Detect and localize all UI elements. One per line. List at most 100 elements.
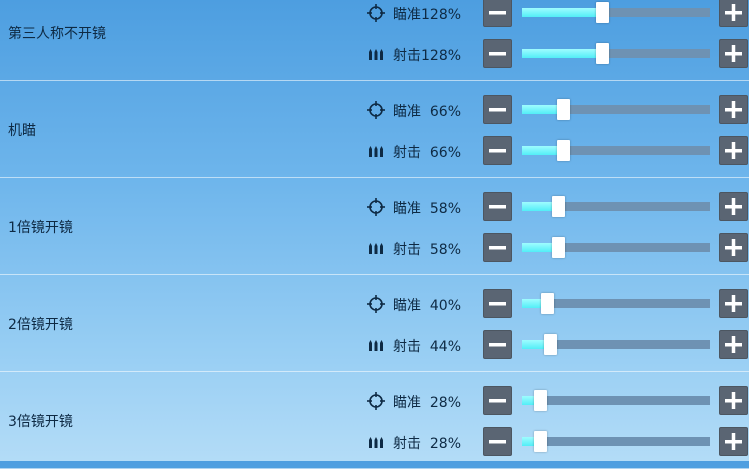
decrease-button[interactable] <box>483 386 512 415</box>
crosshair-icon <box>366 3 386 23</box>
sensitivity-slider[interactable] <box>522 293 710 314</box>
slider-fill <box>522 202 558 211</box>
slider-fill <box>522 396 540 405</box>
section-title: 1倍镜开镜 <box>8 219 73 236</box>
minus-icon <box>489 205 506 209</box>
increase-button[interactable] <box>719 136 748 165</box>
fire-sensitivity-row: 射击 44% <box>0 328 749 362</box>
aim-sensitivity-row: 瞄准128% <box>0 0 749 30</box>
minus-icon <box>489 108 506 112</box>
slider-fill <box>522 340 550 349</box>
increase-button[interactable] <box>719 39 748 68</box>
slider-thumb[interactable] <box>544 334 557 355</box>
sensitivity-slider[interactable] <box>522 99 710 120</box>
slider-thumb[interactable] <box>596 43 609 64</box>
sensitivity-value-label: 射击 66% <box>393 145 462 161</box>
increase-button[interactable] <box>719 192 748 221</box>
sensitivity-value-label: 射击 58% <box>393 242 462 258</box>
minus-icon <box>489 246 506 250</box>
plus-icon <box>725 142 742 159</box>
slider-fill <box>522 105 563 114</box>
slider-thumb[interactable] <box>541 293 554 314</box>
bullets-icon <box>366 141 386 161</box>
sensitivity-value-label: 射击 44% <box>393 339 462 355</box>
sensitivity-value-label: 瞄准 40% <box>393 298 462 314</box>
sensitivity-section: 3倍镜开镜 瞄准 28% 射击 28% <box>0 373 749 469</box>
section-title: 3倍镜开镜 <box>8 413 73 430</box>
minus-icon <box>489 343 506 347</box>
minus-icon <box>489 11 506 15</box>
fire-sensitivity-row: 射击 58% <box>0 231 749 265</box>
sensitivity-slider[interactable] <box>522 334 710 355</box>
slider-fill <box>522 243 558 252</box>
decrease-button[interactable] <box>483 192 512 221</box>
sensitivity-slider[interactable] <box>522 431 710 452</box>
slider-thumb[interactable] <box>557 140 570 161</box>
sensitivity-value-label: 瞄准 28% <box>393 395 462 411</box>
plus-icon <box>725 295 742 312</box>
plus-icon <box>725 4 742 21</box>
minus-icon <box>489 302 506 306</box>
aim-sensitivity-row: 瞄准 40% <box>0 287 749 321</box>
bullets-icon <box>366 238 386 258</box>
increase-button[interactable] <box>719 330 748 359</box>
aim-sensitivity-row: 瞄准 66% <box>0 93 749 127</box>
slider-fill <box>522 146 563 155</box>
minus-icon <box>489 52 506 56</box>
slider-thumb[interactable] <box>552 196 565 217</box>
decrease-button[interactable] <box>483 39 512 68</box>
sensitivity-slider[interactable] <box>522 196 710 217</box>
increase-button[interactable] <box>719 0 748 27</box>
bullets-icon <box>366 335 386 355</box>
section-title: 2倍镜开镜 <box>8 316 73 333</box>
section-title: 机瞄 <box>8 122 36 139</box>
bullets-icon <box>366 432 386 452</box>
sensitivity-value-label: 射击 28% <box>393 436 462 452</box>
sensitivity-slider[interactable] <box>522 140 710 161</box>
plus-icon <box>725 198 742 215</box>
minus-icon <box>489 440 506 444</box>
sensitivity-slider[interactable] <box>522 43 710 64</box>
sensitivity-value-label: 瞄准 58% <box>393 201 462 217</box>
slider-thumb[interactable] <box>552 237 565 258</box>
minus-icon <box>489 149 506 153</box>
sensitivity-slider[interactable] <box>522 390 710 411</box>
decrease-button[interactable] <box>483 0 512 27</box>
sensitivity-value-label: 瞄准128% <box>393 7 462 23</box>
increase-button[interactable] <box>719 95 748 124</box>
plus-icon <box>725 433 742 450</box>
increase-button[interactable] <box>719 386 748 415</box>
slider-fill <box>522 437 540 446</box>
slider-thumb[interactable] <box>557 99 570 120</box>
slider-thumb[interactable] <box>534 390 547 411</box>
fire-sensitivity-row: 射击128% <box>0 37 749 71</box>
crosshair-icon <box>366 391 386 411</box>
section-title: 第三人称不开镜 <box>8 25 106 42</box>
decrease-button[interactable] <box>483 136 512 165</box>
decrease-button[interactable] <box>483 427 512 456</box>
slider-fill <box>522 49 602 58</box>
increase-button[interactable] <box>719 289 748 318</box>
slider-thumb[interactable] <box>534 431 547 452</box>
slider-fill <box>522 8 602 17</box>
decrease-button[interactable] <box>483 233 512 262</box>
increase-button[interactable] <box>719 427 748 456</box>
slider-fill <box>522 299 547 308</box>
sensitivity-section: 第三人称不开镜 瞄准128% 射击128% <box>0 0 749 81</box>
sensitivity-slider[interactable] <box>522 2 710 23</box>
plus-icon <box>725 239 742 256</box>
sensitivity-value-label: 射击128% <box>393 48 462 64</box>
sensitivity-value-label: 瞄准 66% <box>393 104 462 120</box>
decrease-button[interactable] <box>483 289 512 318</box>
plus-icon <box>725 336 742 353</box>
sensitivity-slider[interactable] <box>522 237 710 258</box>
bullets-icon <box>366 44 386 64</box>
increase-button[interactable] <box>719 233 748 262</box>
slider-thumb[interactable] <box>596 2 609 23</box>
sensitivity-section: 2倍镜开镜 瞄准 40% 射击 44% <box>0 276 749 372</box>
fire-sensitivity-row: 射击 66% <box>0 134 749 168</box>
fire-sensitivity-row: 射击 28% <box>0 425 749 459</box>
crosshair-icon <box>366 100 386 120</box>
decrease-button[interactable] <box>483 330 512 359</box>
decrease-button[interactable] <box>483 95 512 124</box>
